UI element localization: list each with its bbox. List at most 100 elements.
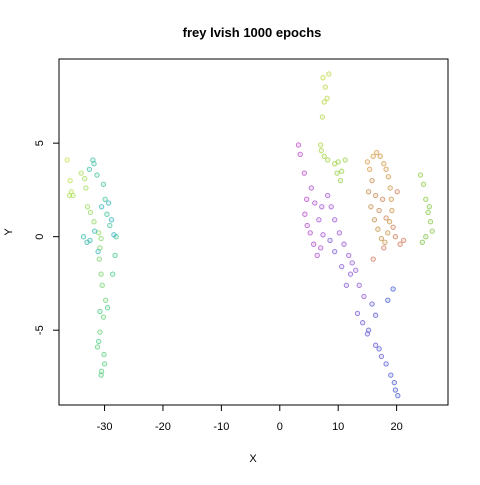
- data-point: [391, 379, 397, 386]
- y-tick-label: 0: [34, 234, 46, 240]
- data-point: [320, 232, 326, 238]
- data-point: [111, 232, 117, 238]
- data-point: [84, 204, 91, 210]
- data-point: [301, 170, 307, 176]
- data-point: [372, 312, 379, 318]
- data-point: [335, 159, 341, 165]
- y-axis-label: Y: [3, 228, 15, 236]
- data-point: [101, 361, 108, 367]
- data-point: [104, 211, 110, 217]
- data-point: [325, 192, 331, 199]
- data-point: [304, 196, 310, 202]
- data-point: [394, 189, 400, 195]
- data-point: [318, 142, 324, 148]
- data-point: [429, 228, 435, 234]
- data-point: [379, 196, 386, 202]
- data-point: [425, 209, 431, 216]
- data-point: [307, 230, 313, 236]
- data-point: [95, 248, 101, 255]
- data-point: [427, 219, 434, 225]
- data-point: [97, 329, 103, 335]
- data-point: [80, 234, 87, 240]
- data-point: [70, 192, 76, 199]
- data-point: [94, 344, 101, 350]
- data-point: [67, 177, 73, 184]
- data-point: [98, 204, 105, 210]
- data-point: [376, 207, 382, 214]
- data-point: [397, 241, 403, 247]
- data-point: [387, 185, 393, 191]
- data-point: [312, 200, 318, 206]
- data-point: [375, 226, 381, 232]
- data-point: [112, 252, 118, 259]
- data-point: [376, 346, 382, 352]
- data-point: [100, 314, 107, 320]
- data-point: [360, 320, 366, 326]
- x-axis: -30 -20 -10 0 10 20: [97, 405, 403, 433]
- data-point: [82, 176, 88, 182]
- data-point: [336, 230, 343, 236]
- data-point: [295, 142, 302, 148]
- data-point: [304, 222, 310, 229]
- data-point: [319, 114, 326, 120]
- data-point: [332, 217, 338, 223]
- data-point: [91, 228, 98, 234]
- data-point: [86, 166, 93, 172]
- data-point: [370, 256, 376, 262]
- y-tick-label: 5: [34, 140, 46, 146]
- x-tick-label: 0: [277, 421, 283, 433]
- data-point: [423, 234, 429, 240]
- x-tick-label: -10: [213, 421, 229, 433]
- data-point: [321, 99, 327, 105]
- data-point: [332, 248, 338, 255]
- data-point: [385, 174, 392, 180]
- data-point: [381, 161, 387, 167]
- data-point: [356, 282, 362, 288]
- point-cluster: [64, 157, 119, 378]
- data-point: [94, 172, 100, 178]
- data-point: [372, 342, 379, 348]
- data-point: [103, 297, 109, 303]
- data-point: [87, 209, 94, 216]
- data-point: [302, 211, 308, 217]
- data-point: [341, 241, 347, 247]
- data-point: [364, 159, 371, 165]
- x-tick-label: -20: [155, 421, 171, 433]
- data-point: [367, 166, 373, 172]
- data-point: [326, 71, 332, 77]
- data-point: [105, 200, 112, 206]
- y-axis: -5 0 5: [34, 140, 59, 335]
- data-point: [64, 157, 70, 163]
- data-point: [334, 170, 340, 176]
- plot-frame: [58, 58, 449, 406]
- data-point: [390, 286, 396, 292]
- data-point: [369, 301, 375, 307]
- data-point: [98, 235, 104, 242]
- data-point: [319, 204, 325, 210]
- data-point: [96, 338, 102, 345]
- chart-title: frey lvish 1000 epochs: [183, 25, 322, 40]
- data-point: [378, 353, 385, 360]
- data-point: [386, 219, 393, 225]
- data-point: [104, 305, 111, 311]
- data-point: [110, 271, 116, 277]
- data-point: [327, 237, 333, 244]
- data-point: [322, 84, 328, 90]
- data-point: [321, 153, 327, 159]
- data-point: [426, 204, 432, 210]
- data-point: [389, 207, 395, 214]
- data-point: [347, 271, 354, 277]
- data-point: [98, 368, 105, 374]
- data-point: [395, 392, 401, 399]
- data-point: [97, 308, 103, 315]
- data-point: [417, 172, 424, 178]
- data-point: [91, 219, 97, 225]
- data-point: [372, 192, 379, 199]
- data-point: [99, 282, 105, 288]
- data-point: [385, 297, 391, 303]
- data-point: [392, 387, 399, 393]
- data-point: [346, 252, 352, 259]
- x-tick-label: -30: [97, 421, 113, 433]
- data-point: [392, 234, 399, 240]
